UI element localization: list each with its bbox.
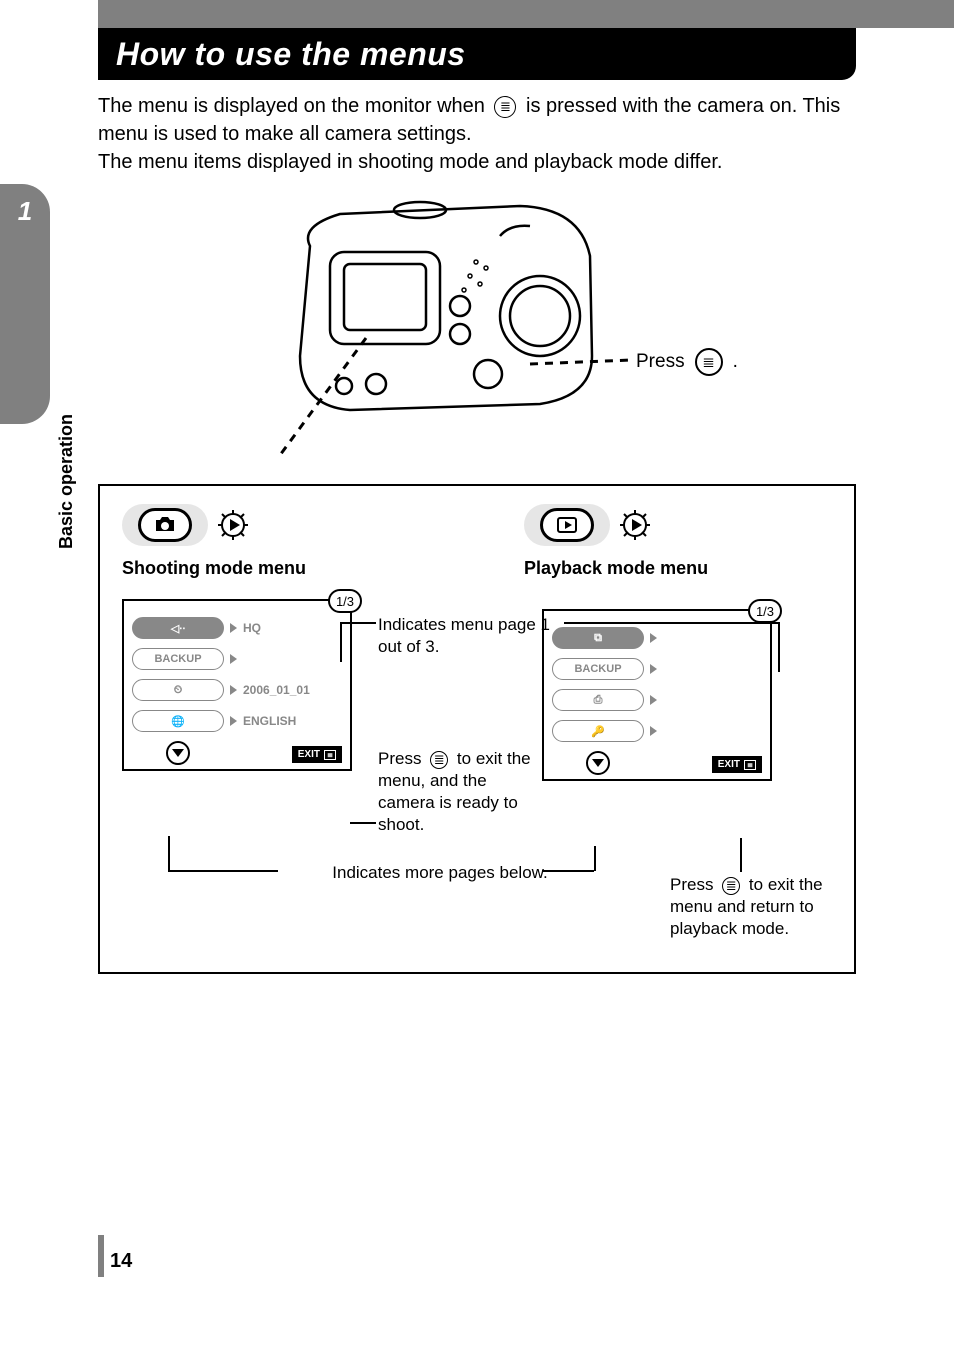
exit-button: EXIT ≣ bbox=[292, 746, 342, 763]
menu-mini-icon: ≣ bbox=[744, 760, 756, 770]
callout-line bbox=[350, 822, 376, 824]
down-arrow-icon bbox=[166, 741, 190, 765]
menu-row-slideshow: ⧉ bbox=[552, 625, 762, 651]
menu-row-language: 🌐 ENGLISH bbox=[132, 708, 342, 734]
arrow-right-icon bbox=[650, 726, 657, 736]
callout-exit-shoot: Press to exit the menu, and the camera i… bbox=[378, 748, 538, 836]
page-indicator: 1/3 bbox=[748, 599, 782, 623]
arrow-right-icon bbox=[230, 716, 237, 726]
callout-exit-play: Press to exit the menu and return to pla… bbox=[670, 874, 840, 940]
playback-mode-header bbox=[524, 504, 924, 546]
playback-menu-screen: 1/3 ⧉ BACKUP ⎙ 🔑 EXIT bbox=[542, 609, 772, 781]
press-text: Press bbox=[636, 351, 685, 373]
exit-play-text-1: Press bbox=[670, 875, 718, 894]
arrow-right-icon bbox=[650, 633, 657, 643]
press-caption: Press . bbox=[636, 348, 738, 376]
top-gray-bar bbox=[98, 0, 954, 28]
menu-button-icon bbox=[494, 96, 516, 118]
exit-button: EXIT ≣ bbox=[712, 756, 762, 773]
exit-footer: EXIT ≣ bbox=[712, 756, 762, 773]
play-icon bbox=[540, 508, 594, 542]
exit-label: EXIT bbox=[718, 759, 740, 770]
callout-line bbox=[740, 838, 742, 872]
camera-icon bbox=[138, 508, 192, 542]
callout-line bbox=[564, 622, 778, 624]
callout-line bbox=[168, 870, 278, 872]
callout-line bbox=[778, 622, 780, 672]
playback-column: Playback mode menu 1/3 ⧉ BACKUP ⎙ 🔑 bbox=[524, 504, 924, 781]
intro-text: The menu is displayed on the monitor whe… bbox=[98, 92, 856, 176]
menu-row-date: ⏲ 2006_01_01 bbox=[132, 677, 342, 703]
exit-label: EXIT bbox=[298, 749, 320, 760]
mode-dial-icon bbox=[216, 508, 250, 542]
menu-button-icon bbox=[695, 348, 723, 376]
arrow-right-icon bbox=[230, 654, 237, 664]
protect-icon: 🔑 bbox=[552, 720, 644, 742]
language-icon: 🌐 bbox=[132, 710, 224, 732]
quality-value: HQ bbox=[243, 621, 261, 635]
menu-row-backup: BACKUP bbox=[132, 646, 342, 672]
menu-row-backup: BACKUP bbox=[552, 656, 762, 682]
exit-footer: EXIT ≣ bbox=[292, 746, 342, 763]
shooting-mode-pill bbox=[122, 504, 208, 546]
callout-more-pages: Indicates more pages below. bbox=[280, 862, 600, 884]
mode-dial-icon bbox=[618, 508, 652, 542]
exit-shoot-text-1: Press bbox=[378, 749, 426, 768]
arrow-right-icon bbox=[650, 664, 657, 674]
print-icon: ⎙ bbox=[552, 689, 644, 711]
page-indicator: 1/3 bbox=[328, 589, 362, 613]
callout-line bbox=[542, 870, 594, 872]
slideshow-icon: ⧉ bbox=[552, 627, 644, 649]
menu-row-protect: 🔑 bbox=[552, 718, 762, 744]
callout-line bbox=[594, 846, 596, 871]
callout-page-indicator: Indicates menu page 1 out of 3. bbox=[378, 614, 558, 658]
callout-line bbox=[340, 622, 342, 662]
intro-part-1: The menu is displayed on the monitor whe… bbox=[98, 95, 490, 117]
shooting-menu-screen: 1/3 ◁∙∙ HQ BACKUP ⏲ 2006_01_01 🌐 ENGLISH bbox=[122, 599, 352, 771]
menu-button-icon bbox=[722, 877, 740, 895]
menu-mini-icon: ≣ bbox=[324, 750, 336, 760]
playback-mode-pill bbox=[524, 504, 610, 546]
menu-diagram-box: Shooting mode menu 1/3 ◁∙∙ HQ BACKUP ⏲ 2… bbox=[98, 484, 856, 974]
camera-illustration bbox=[280, 196, 610, 426]
shooting-mode-title: Shooting mode menu bbox=[122, 558, 522, 579]
clock-icon: ⏲ bbox=[132, 679, 224, 701]
period: . bbox=[733, 351, 738, 373]
chapter-number: 1 bbox=[0, 196, 50, 227]
menu-row-quality: ◁∙∙ HQ bbox=[132, 615, 342, 641]
callout-line bbox=[340, 622, 376, 624]
arrow-right-icon bbox=[650, 695, 657, 705]
callout-line bbox=[168, 836, 170, 870]
page-number: 14 bbox=[110, 1250, 132, 1273]
backup-label: BACKUP bbox=[132, 648, 224, 670]
page-number-bar bbox=[98, 1235, 104, 1277]
intro-part-3: The menu items displayed in shooting mod… bbox=[98, 151, 722, 173]
menu-row-print: ⎙ bbox=[552, 687, 762, 713]
menu-button-icon bbox=[430, 751, 448, 769]
chapter-tab: 1 bbox=[0, 184, 50, 424]
chapter-label: Basic operation bbox=[56, 414, 77, 549]
language-value: ENGLISH bbox=[243, 714, 296, 728]
arrow-right-icon bbox=[230, 685, 237, 695]
shooting-mode-header bbox=[122, 504, 522, 546]
backup-label: BACKUP bbox=[552, 658, 644, 680]
playback-mode-title: Playback mode menu bbox=[524, 558, 924, 579]
quality-icon: ◁∙∙ bbox=[132, 617, 224, 639]
page-title: How to use the menus bbox=[116, 36, 466, 73]
title-bar: How to use the menus bbox=[98, 28, 856, 80]
date-value: 2006_01_01 bbox=[243, 683, 310, 697]
arrow-right-icon bbox=[230, 623, 237, 633]
down-arrow-icon bbox=[586, 751, 610, 775]
